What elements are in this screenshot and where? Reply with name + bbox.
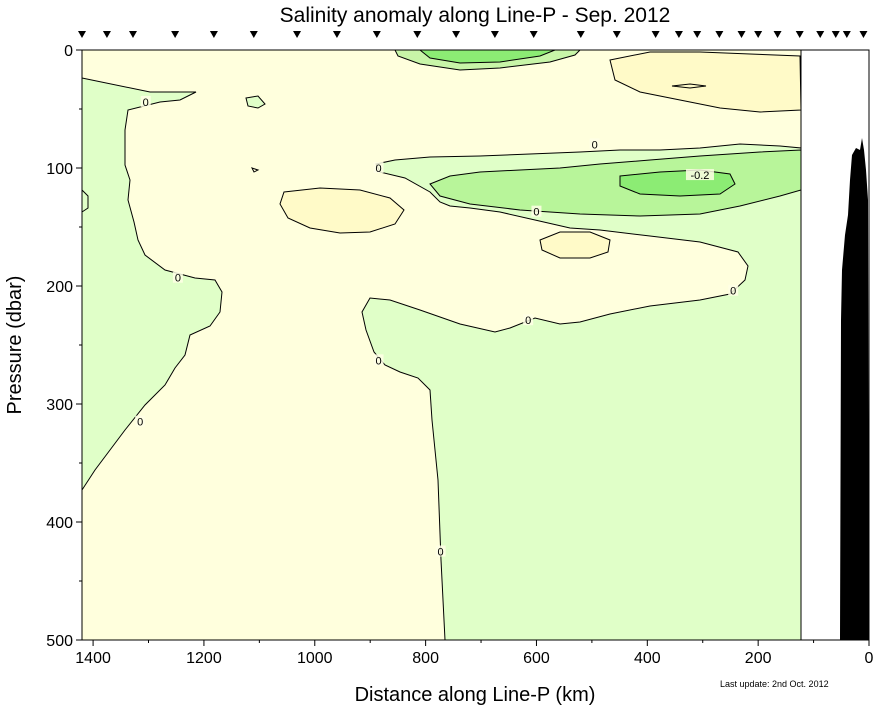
station-marker xyxy=(795,31,804,38)
x-tick-label: 1400 xyxy=(75,650,111,667)
contour-label: 0 xyxy=(143,97,149,109)
station-marker xyxy=(372,31,381,38)
contour-label-bg xyxy=(172,271,183,283)
contour-label: 0 xyxy=(375,163,381,175)
contour-label-bg xyxy=(685,169,714,181)
station-marker xyxy=(816,31,825,38)
station-marker xyxy=(128,31,137,38)
contour-label-bg xyxy=(435,545,446,557)
contour-label-bg xyxy=(589,138,600,150)
station-marker xyxy=(452,31,461,38)
y-axis-title: Pressure (dbar) xyxy=(4,276,26,415)
contour-loop-small xyxy=(245,95,266,109)
station-marker xyxy=(209,31,218,38)
contour-label-bg xyxy=(135,415,146,427)
negative-core-mid xyxy=(619,169,736,197)
x-tick-label: 200 xyxy=(745,650,772,667)
x-tick-label: 1200 xyxy=(186,650,222,667)
station-marker xyxy=(249,31,258,38)
x-tick-label: 800 xyxy=(412,650,439,667)
x-axis: 1400 1200 1000 800 600 400 200 0 xyxy=(75,640,874,667)
negative-region-west xyxy=(81,77,223,492)
contour-label: 0 xyxy=(533,207,539,219)
bathymetry xyxy=(840,138,869,640)
station-marker xyxy=(674,31,683,38)
contour-label-bg xyxy=(373,162,384,173)
contour-label-bg xyxy=(373,354,384,366)
plot-area: 0 0 0 0 0 0 0 0 0 0 -0.2 xyxy=(81,49,870,641)
x-tick-label: 1000 xyxy=(297,650,333,667)
contour-label: 0 xyxy=(438,547,444,559)
contour-label: 0 xyxy=(375,355,381,367)
station-marker xyxy=(293,31,302,38)
station-marker xyxy=(529,31,538,38)
contour-label-bg xyxy=(523,314,534,326)
y-axis: 0 100 200 300 400 500 xyxy=(46,43,82,650)
y-tick-label: 300 xyxy=(46,397,73,414)
station-marker xyxy=(831,31,840,38)
contour-label: 0 xyxy=(175,273,181,285)
negative-band-mid xyxy=(429,149,802,217)
contour-label-bg xyxy=(531,205,542,217)
contour-label: 0 xyxy=(592,139,598,151)
positive-patch-surface xyxy=(609,51,802,113)
x-axis-title: Distance along Line-P (km) xyxy=(355,684,596,706)
positive-patch-west xyxy=(279,187,405,234)
station-marker xyxy=(576,31,585,38)
x-tick-label: 600 xyxy=(523,650,550,667)
contour-label: -0.2 xyxy=(690,170,709,182)
station-marker xyxy=(102,31,111,38)
station-marker xyxy=(737,31,746,38)
last-update-note: Last update: 2nd Oct. 2012 xyxy=(720,679,829,689)
station-marker xyxy=(332,31,341,38)
y-tick-label: 400 xyxy=(46,515,73,532)
station-marker xyxy=(78,31,86,38)
station-marker xyxy=(773,31,782,38)
contour-label: 0 xyxy=(730,286,736,298)
station-marker xyxy=(651,31,660,38)
y-tick-label: 500 xyxy=(46,633,73,650)
station-marker xyxy=(754,31,763,38)
y-tick-label: 0 xyxy=(64,43,73,60)
station-marker xyxy=(842,31,851,38)
x-tick-label: 0 xyxy=(865,650,874,667)
contour-label: 0 xyxy=(137,417,143,429)
station-marker xyxy=(693,31,702,38)
y-tick-label: 200 xyxy=(46,279,73,296)
station-marker xyxy=(171,31,180,38)
station-marker xyxy=(612,31,621,38)
contour-loop-tiny xyxy=(251,167,260,173)
station-marker xyxy=(715,31,724,38)
x-tick-label: 400 xyxy=(634,650,661,667)
y-tick-label: 100 xyxy=(46,161,73,178)
chart-title: Salinity anomaly along Line-P - Sep. 201… xyxy=(280,4,671,27)
contour-labels: 0 0 0 0 0 0 0 0 0 0 -0.2 xyxy=(135,95,739,559)
contour-label: 0 xyxy=(525,315,531,327)
station-markers xyxy=(78,31,868,38)
contour-label-bg xyxy=(728,284,739,296)
station-marker xyxy=(859,31,868,38)
station-marker xyxy=(490,31,499,38)
station-marker xyxy=(413,31,422,38)
contour-label-bg xyxy=(140,95,151,107)
positive-patch-east xyxy=(539,231,611,259)
contour-line-positive-patch xyxy=(671,83,707,89)
